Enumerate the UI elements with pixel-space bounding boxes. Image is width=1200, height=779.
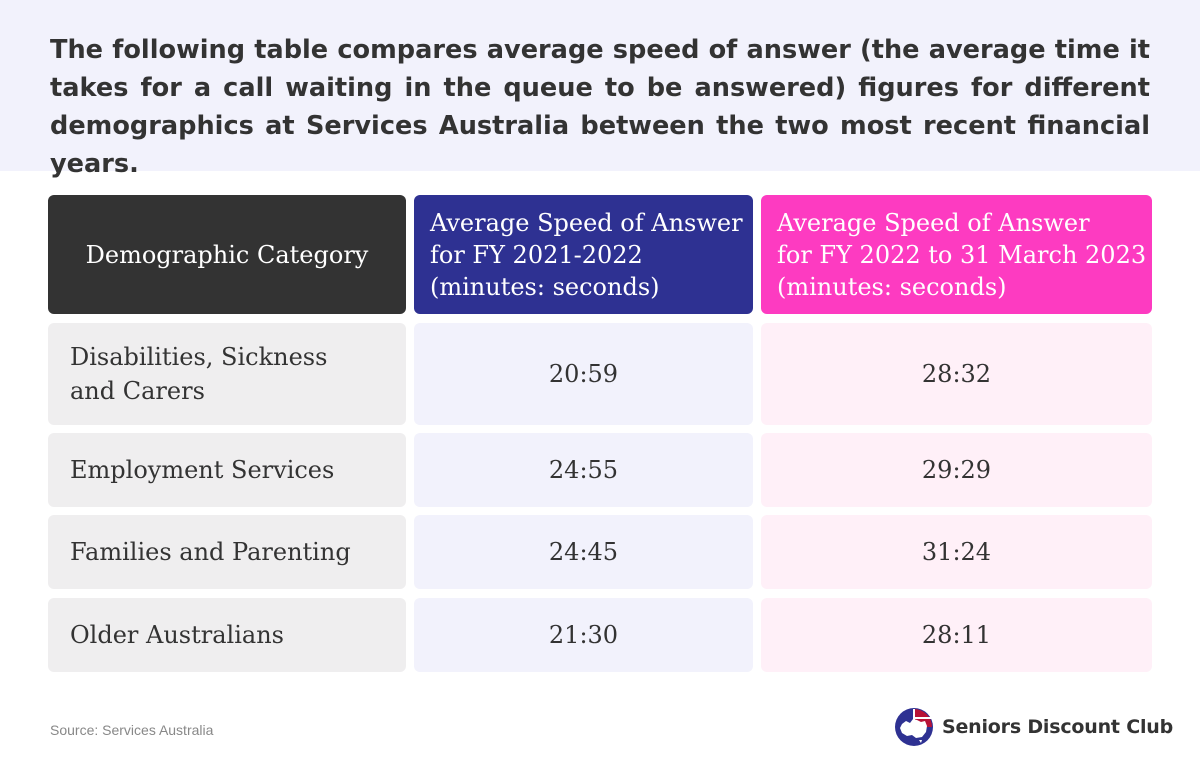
table-row-0-fy1-value: 20:59: [548, 360, 619, 388]
table-row-3-fy2-value: 28:11: [921, 621, 992, 649]
source-note: Source: Services Australia: [50, 722, 214, 738]
header-fy-2022-mar-2023: Average Speed of Answer for FY 2022 to 3…: [761, 195, 1152, 314]
table-row-1-fy2-value: 29:29: [921, 456, 992, 484]
australia-map-logo-icon: [895, 708, 933, 746]
table-row-2-fy1-value: 24:45: [548, 538, 619, 566]
table-row-1-fy2: 29:29: [761, 433, 1152, 507]
table-row-3-fy2: 28:11: [761, 598, 1152, 672]
header-demographic-category: Demographic Category: [48, 195, 406, 314]
table-row-1-fy1: 24:55: [414, 433, 753, 507]
brand: Seniors Discount Club: [894, 707, 1173, 747]
table-row-0-fy2: 28:32: [761, 323, 1152, 425]
table-row-3-fy1-value: 21:30: [548, 621, 619, 649]
table-row-0-fy1: 20:59: [414, 323, 753, 425]
table-row-0-category-label: Disabilities, Sickness and Carers: [70, 343, 328, 405]
table-row-2-category-label: Families and Parenting: [70, 538, 351, 566]
intro-panel: The following table compares average spe…: [0, 0, 1200, 179]
table-row-2-category: Families and Parenting: [48, 515, 406, 589]
intro-text: The following table compares average spe…: [50, 35, 1150, 179]
header-demographic-category-label: Demographic Category: [85, 240, 369, 269]
table-row-1-fy1-value: 24:55: [548, 456, 619, 484]
table-row-0-category: Disabilities, Sickness and Carers: [48, 323, 406, 425]
table-row-3-category: Older Australians: [48, 598, 406, 672]
header-fy-2022-mar-2023-label: Average Speed of Answer for FY 2022 to 3…: [777, 208, 1147, 301]
header-fy-2021-2022: Average Speed of Answer for FY 2021-2022…: [414, 195, 753, 314]
table-row-1-category: Employment Services: [48, 433, 406, 507]
table-row-3-fy1: 21:30: [414, 598, 753, 672]
brand-name: Seniors Discount Club: [942, 716, 1173, 738]
table-row-2-fy2: 31:24: [761, 515, 1152, 589]
table-row-1-category-label: Employment Services: [70, 456, 335, 484]
table-row-0-fy2-value: 28:32: [921, 360, 992, 388]
table-row-2-fy2-value: 31:24: [921, 538, 992, 566]
table-row-3-category-label: Older Australians: [70, 621, 284, 649]
header-fy-2021-2022-label: Average Speed of Answer for FY 2021-2022…: [430, 208, 743, 301]
table-row-2-fy1: 24:45: [414, 515, 753, 589]
